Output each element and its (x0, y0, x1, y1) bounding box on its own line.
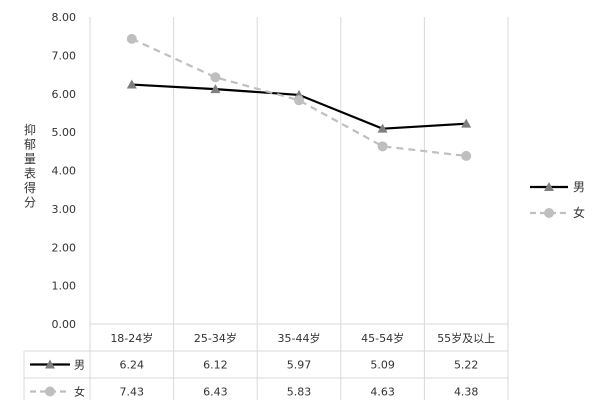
data-point (126, 79, 137, 89)
table-value-cell: 4.63 (370, 386, 395, 399)
data-point (210, 72, 221, 83)
y-tick-label: 6.00 (52, 88, 77, 101)
y-axis-label-char: 得 (24, 180, 36, 195)
table-value-cell: 6.24 (120, 359, 145, 372)
y-tick-label: 1.00 (52, 280, 77, 293)
y-axis-label-char: 分 (24, 196, 36, 210)
table-series-name: 男 (74, 359, 85, 372)
table-value-cell: 6.12 (203, 359, 228, 372)
table-legend-marker (45, 359, 55, 369)
data-point (461, 118, 472, 128)
data-point (461, 150, 472, 161)
table-value-cell: 4.38 (454, 386, 479, 399)
data-point (126, 33, 137, 44)
series-line-1 (131, 37, 467, 158)
y-tick-label: 0.00 (52, 318, 77, 331)
table-value-cell: 5.22 (454, 359, 479, 372)
y-tick-label: 8.00 (52, 11, 77, 24)
x-tick-label: 45-54岁 (361, 331, 404, 345)
x-tick-label: 18-24岁 (110, 331, 153, 345)
table-value-cell: 5.09 (370, 359, 395, 372)
y-tick-label: 7.00 (52, 49, 77, 62)
table-legend-marker (45, 386, 55, 397)
x-tick-label: 55岁及以上 (437, 331, 495, 345)
data-point (210, 84, 221, 94)
y-tick-label: 2.00 (52, 241, 77, 254)
table-value-cell: 7.43 (120, 386, 145, 399)
data-point (377, 123, 388, 133)
legend-label: 男 (573, 180, 585, 194)
y-axis-label-char: 量 (24, 152, 36, 166)
y-axis-label-char: 郁 (24, 137, 36, 152)
x-tick-label: 35-44岁 (278, 331, 321, 345)
y-tick-label: 4.00 (52, 165, 77, 178)
legend-marker (544, 182, 554, 191)
legend-label: 女 (573, 205, 585, 220)
table-value-cell: 5.83 (287, 386, 312, 399)
y-tick-label: 3.00 (52, 203, 77, 216)
x-tick-label: 25-34岁 (194, 331, 237, 345)
y-axis-label-char: 抑 (24, 122, 36, 137)
table-series-name: 女 (74, 385, 85, 399)
table-value-cell: 6.43 (203, 386, 228, 399)
y-tick-label: 5.00 (52, 126, 77, 139)
data-point (294, 95, 304, 106)
y-axis-label-char: 表 (24, 167, 36, 181)
data-point (377, 141, 388, 152)
table-value-cell: 5.97 (287, 359, 312, 372)
legend-marker (544, 208, 554, 218)
